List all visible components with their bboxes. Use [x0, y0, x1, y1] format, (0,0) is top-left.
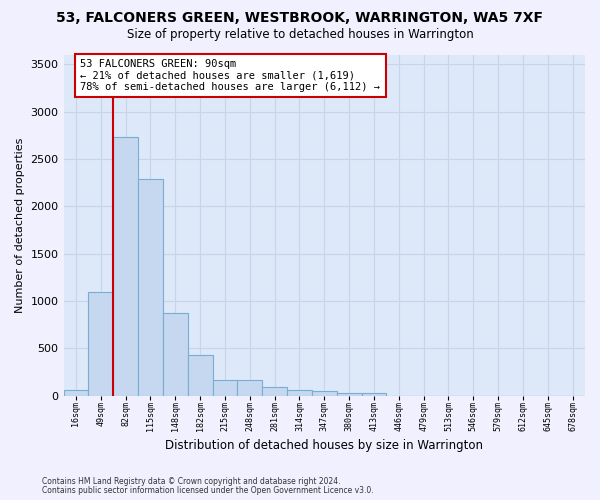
- Text: Size of property relative to detached houses in Warrington: Size of property relative to detached ho…: [127, 28, 473, 41]
- Bar: [312, 391, 337, 396]
- Bar: [188, 356, 212, 396]
- Bar: [64, 390, 88, 396]
- Y-axis label: Number of detached properties: Number of detached properties: [15, 138, 25, 313]
- Bar: [362, 393, 386, 396]
- Text: 53 FALCONERS GREEN: 90sqm
← 21% of detached houses are smaller (1,619)
78% of se: 53 FALCONERS GREEN: 90sqm ← 21% of detac…: [80, 59, 380, 92]
- X-axis label: Distribution of detached houses by size in Warrington: Distribution of detached houses by size …: [165, 440, 483, 452]
- Bar: [262, 386, 287, 396]
- Bar: [337, 393, 362, 396]
- Text: 53, FALCONERS GREEN, WESTBROOK, WARRINGTON, WA5 7XF: 53, FALCONERS GREEN, WESTBROOK, WARRINGT…: [56, 11, 544, 25]
- Bar: [138, 179, 163, 396]
- Bar: [238, 380, 262, 396]
- Bar: [212, 380, 238, 396]
- Text: Contains public sector information licensed under the Open Government Licence v3: Contains public sector information licen…: [42, 486, 374, 495]
- Bar: [88, 292, 113, 396]
- Text: Contains HM Land Registry data © Crown copyright and database right 2024.: Contains HM Land Registry data © Crown c…: [42, 477, 341, 486]
- Bar: [287, 390, 312, 396]
- Bar: [113, 138, 138, 396]
- Bar: [163, 314, 188, 396]
